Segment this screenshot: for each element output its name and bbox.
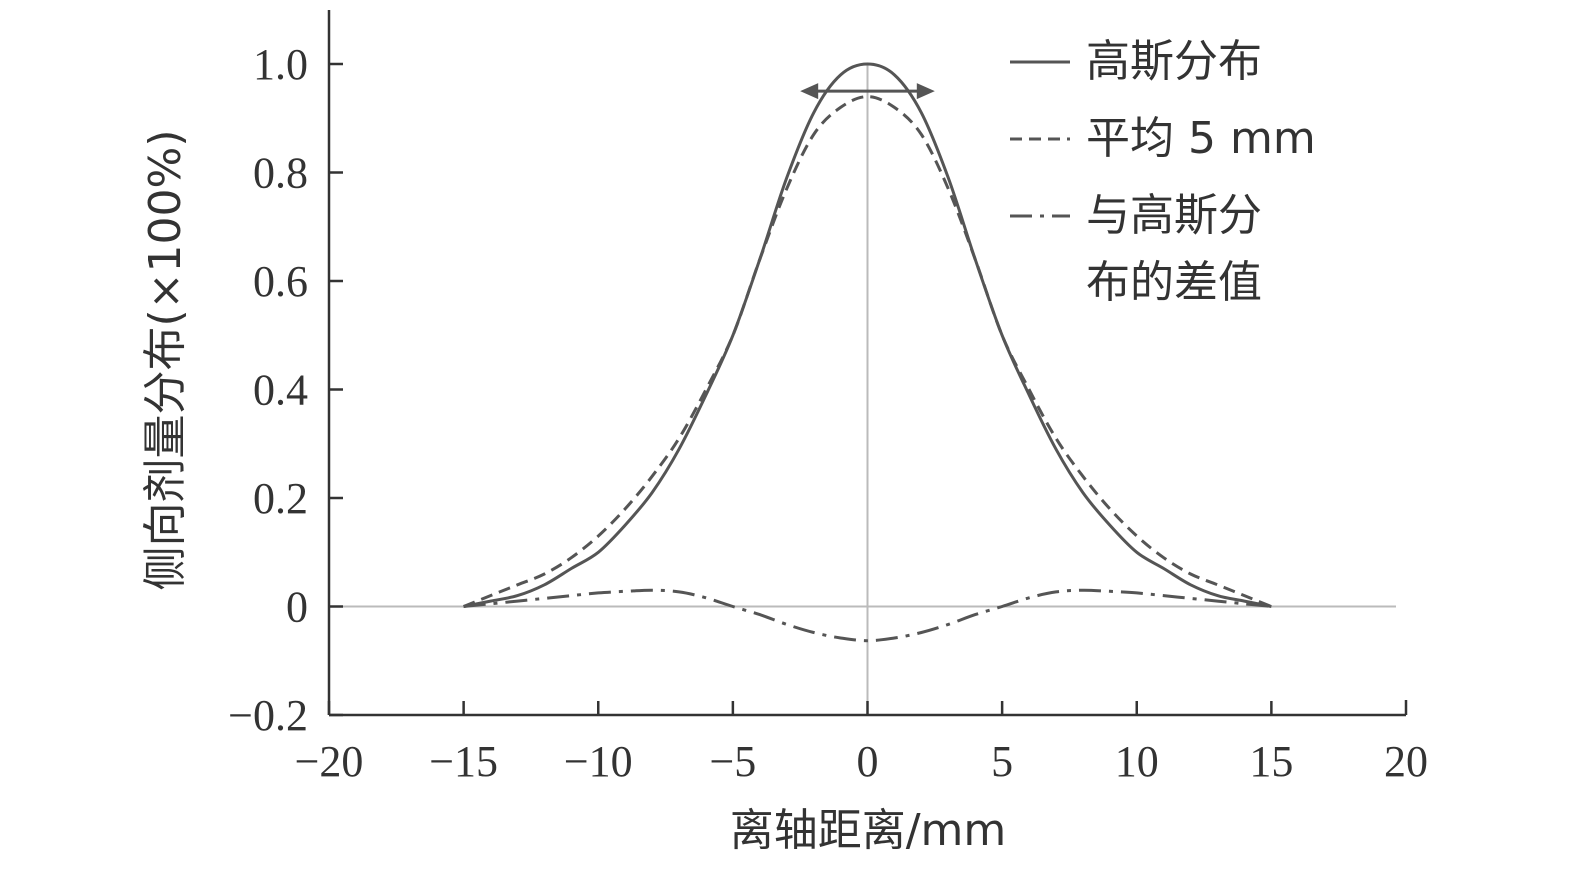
legend-label-difference-line1: 与高斯分 <box>1086 190 1262 241</box>
x-tick-label: −10 <box>564 737 633 786</box>
x-tick-label: −15 <box>429 737 498 786</box>
y-tick-label: 0.4 <box>253 366 308 415</box>
y-tick-label: −0.2 <box>228 691 308 740</box>
legend-label-gaussian: 高斯分布 <box>1086 36 1262 87</box>
x-tick-label: 10 <box>1115 737 1159 786</box>
y-tick-label: 0.2 <box>253 474 308 523</box>
x-tick-label: 5 <box>991 737 1013 786</box>
x-axis-title: 离轴距离/mm <box>730 805 1007 856</box>
series-difference-line <box>463 588 1272 643</box>
legend-label-avg5mm: 平均 5 mm <box>1086 113 1316 164</box>
y-tick-label: 0.8 <box>253 149 308 198</box>
width-arrow-left-head <box>800 83 819 100</box>
reference-lines <box>329 64 1396 715</box>
x-tick-label: 15 <box>1249 737 1293 786</box>
y-tick-label: 0.6 <box>253 257 308 306</box>
x-tick-label: −20 <box>295 737 364 786</box>
y-axis-title: 侧向剂量分布(×100%) <box>140 130 191 591</box>
x-tick-label: 0 <box>857 737 879 786</box>
legend: 高斯分布 平均 5 mm 与高斯分 布的差值 <box>1010 36 1316 308</box>
annotation-layer <box>800 83 935 100</box>
y-tick-label: 1.0 <box>253 40 308 89</box>
series-avg5mm-line <box>463 95 1272 608</box>
y-tick-label: 0 <box>286 583 308 632</box>
width-arrow-right-head <box>916 83 935 100</box>
x-tick-label: 20 <box>1384 737 1428 786</box>
axis-ticks: −0.2 0 0.2 0.4 0.6 0.8 1.0 −20 −15 −10 −5 0 5 10 15 20 <box>228 40 1428 786</box>
series-gaussian-line <box>463 62 1272 608</box>
series-layer <box>463 62 1272 643</box>
x-tick-label: −5 <box>709 737 756 786</box>
legend-label-difference-line2: 布的差值 <box>1086 257 1262 308</box>
